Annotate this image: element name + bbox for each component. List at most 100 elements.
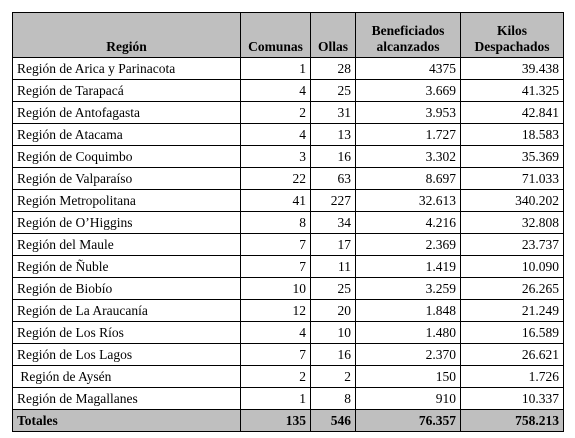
column-header: Ollas	[310, 12, 356, 58]
table-row: Región de Los Ríos 4 10 1.480 16.589	[12, 321, 564, 344]
totals-cell: 135	[240, 409, 311, 432]
table-cell: 32.613	[355, 189, 461, 212]
table-cell: 41	[240, 189, 311, 212]
table-cell: 910	[355, 387, 461, 410]
column-header: Comunas	[240, 12, 311, 58]
table-cell: Región de Ñuble	[12, 255, 241, 278]
totals-row: Totales 135 546 76.357 758.213	[12, 409, 564, 432]
table-cell: Región Metropolitana	[12, 189, 241, 212]
table-cell: 2	[240, 365, 311, 388]
table-row: Región de O’Higgins 8 34 4.216 32.808	[12, 211, 564, 234]
table-row: Región de Valparaíso 22 63 8.697 71.033	[12, 167, 564, 190]
table-cell: 8.697	[355, 167, 461, 190]
table-cell: 25	[310, 277, 356, 300]
table-cell: 39.438	[460, 57, 564, 80]
table-cell: 42.841	[460, 101, 564, 124]
table-cell: 41.325	[460, 79, 564, 102]
table-row: Región de Arica y Parinacota 1 28 4375 39.43…	[12, 57, 564, 80]
table-cell: 10.337	[460, 387, 564, 410]
table-cell: Región de Valparaíso	[12, 167, 241, 190]
table-cell: 26.621	[460, 343, 564, 366]
table-cell: 28	[310, 57, 356, 80]
totals-cell: 758.213	[460, 409, 564, 432]
table-cell: 26.265	[460, 277, 564, 300]
table-cell: 7	[240, 255, 311, 278]
table-cell: Región de O’Higgins	[12, 211, 241, 234]
column-header: Kilos Despachados	[460, 12, 564, 58]
table-row: Región de Coquimbo 3 16 3.302 35.369	[12, 145, 564, 168]
totals-cell: 546	[310, 409, 356, 432]
table-cell: 63	[310, 167, 356, 190]
table-cell: 1.419	[355, 255, 461, 278]
totals-cell: Totales	[12, 409, 241, 432]
table-cell: Región de Atacama	[12, 123, 241, 146]
table-cell: 2	[240, 101, 311, 124]
table-cell: 3.302	[355, 145, 461, 168]
table-row: Región de Antofagasta 2 31 3.953 42.841	[12, 101, 564, 124]
data-table: Región Comunas Ollas Beneficiados alcanzado…	[12, 12, 564, 432]
column-header: Región	[12, 12, 241, 58]
table-cell: 1	[240, 387, 311, 410]
table-row: Región del Maule 7 17 2.369 23.737	[12, 233, 564, 256]
table-cell: Región de Los Lagos	[12, 343, 241, 366]
table-cell: Región de La Araucanía	[12, 299, 241, 322]
table-body: Región de Arica y Parinacota 1 28 4375 39.43…	[12, 57, 564, 432]
table-cell: 1.848	[355, 299, 461, 322]
table-cell: 8	[240, 211, 311, 234]
table-row: Región de La Araucanía 12 20 1.848 21.249	[12, 299, 564, 322]
table-cell: 34	[310, 211, 356, 234]
table-cell: 2	[310, 365, 356, 388]
table-cell: 11	[310, 255, 356, 278]
totals-cell: 76.357	[355, 409, 461, 432]
table-cell: Región de Aysén	[12, 365, 241, 388]
table-cell: 3.259	[355, 277, 461, 300]
table-row: Región de Los Lagos 7 16 2.370 26.621	[12, 343, 564, 366]
table-cell: 2.370	[355, 343, 461, 366]
table-cell: 1	[240, 57, 311, 80]
table-cell: Región de Coquimbo	[12, 145, 241, 168]
table-cell: 150	[355, 365, 461, 388]
table-cell: 3.953	[355, 101, 461, 124]
table-cell: 2.369	[355, 233, 461, 256]
table-cell: 21.249	[460, 299, 564, 322]
table-cell: 18.583	[460, 123, 564, 146]
table-cell: 35.369	[460, 145, 564, 168]
table-cell: 4.216	[355, 211, 461, 234]
table-row: Región de Ñuble 7 11 1.419 10.090	[12, 255, 564, 278]
table-cell: Región de Magallanes	[12, 387, 241, 410]
table-cell: 4	[240, 321, 311, 344]
table-cell: 227	[310, 189, 356, 212]
table-cell: 71.033	[460, 167, 564, 190]
table-cell: 340.202	[460, 189, 564, 212]
header-row: Región Comunas Ollas Beneficiados alcanzado…	[12, 12, 564, 58]
table-cell: Región del Maule	[12, 233, 241, 256]
table-cell: 10	[310, 321, 356, 344]
table-cell: Región de Arica y Parinacota	[12, 57, 241, 80]
table-cell: 4	[240, 79, 311, 102]
table-cell: Región de Los Ríos	[12, 321, 241, 344]
table-cell: 1.726	[460, 365, 564, 388]
table-row: Región de Tarapacá 4 25 3.669 41.325	[12, 79, 564, 102]
table-cell: 10.090	[460, 255, 564, 278]
table-cell: 7	[240, 233, 311, 256]
table-row: Región de Biobío 10 25 3.259 26.265	[12, 277, 564, 300]
table-cell: Región de Biobío	[12, 277, 241, 300]
table-cell: 8	[310, 387, 356, 410]
table-cell: 3.669	[355, 79, 461, 102]
table-row: Región de Magallanes 1 8 910 10.337	[12, 387, 564, 410]
table-header: Región Comunas Ollas Beneficiados alcanzado…	[12, 12, 564, 58]
table-cell: 16.589	[460, 321, 564, 344]
table-cell: 4	[240, 123, 311, 146]
table-row: Región de Atacama 4 13 1.727 18.583	[12, 123, 564, 146]
table-cell: 1.480	[355, 321, 461, 344]
table-cell: 17	[310, 233, 356, 256]
table-cell: 25	[310, 79, 356, 102]
table-cell: 10	[240, 277, 311, 300]
table-cell: 20	[310, 299, 356, 322]
table-cell: 4375	[355, 57, 461, 80]
table-cell: 23.737	[460, 233, 564, 256]
table-cell: Región de Antofagasta	[12, 101, 241, 124]
table-cell: 31	[310, 101, 356, 124]
table-cell: 16	[310, 343, 356, 366]
